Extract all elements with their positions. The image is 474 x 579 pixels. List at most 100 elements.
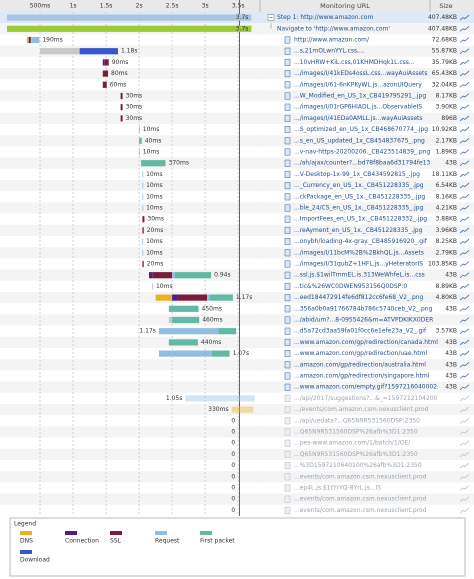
trend-icon bbox=[459, 507, 470, 514]
url-text[interactable]: Step 1: http://www.amazon.com bbox=[277, 14, 373, 21]
row-bg bbox=[0, 348, 474, 360]
duration-label: 30ms bbox=[147, 216, 164, 223]
file-icon bbox=[284, 495, 291, 503]
size-text: 1.89KB bbox=[436, 149, 457, 156]
request-row: 20ms .../images/I/31qubZ+1HFL.js...yHeter… bbox=[142, 260, 470, 268]
url-text[interactable]: ...d5a72cd3aa59fa01f0cc6e1efe23a_V2_.gif bbox=[294, 328, 427, 335]
url-text[interactable]: ...356a0b0a91766784b786c5740ceb_V2_.png bbox=[294, 305, 433, 312]
file-icon bbox=[284, 182, 291, 190]
url-text[interactable]: ...www.amazon.com/gp/redirection/canada.… bbox=[294, 339, 438, 346]
url-text[interactable]: ...s_en_US_updated_1x_CB454837675_.png bbox=[294, 137, 425, 144]
duration-label: 1.18s bbox=[121, 48, 137, 55]
row-bg bbox=[0, 90, 474, 102]
url-text[interactable]: .../abid/um?...8-0955426&m=ATVPDKIKX0DER bbox=[294, 317, 433, 324]
x-tick-label: 1s bbox=[70, 3, 77, 10]
file-icon bbox=[284, 148, 291, 156]
url-text[interactable]: ...ssl.js.$1wilTmmEL.is.313WeWhfeL.is...… bbox=[294, 272, 425, 279]
trend-icon bbox=[459, 350, 470, 357]
url-text[interactable]: .../api/uedata?...Q65N9R531560DSP:2350 bbox=[294, 417, 420, 424]
url-text[interactable]: .../images/I/61-6nKPKyWL.js...azonUIQuer… bbox=[294, 81, 422, 88]
request-row: 60ms .../images/I/61-6nKPKyWL.js...azonUI… bbox=[102, 81, 470, 88]
url-text[interactable]: ...W_Modified_en_US_1x_CB419795291_.jpg bbox=[294, 93, 426, 100]
trend-icon bbox=[459, 496, 470, 503]
url-text[interactable]: .../images/I/11bcM%2B%2BkhQL.js...Assets bbox=[294, 249, 424, 256]
duration-label: 330ms bbox=[208, 406, 228, 413]
url-text[interactable]: ...Q65N9R531560DSP%26afb%3D1:2350 bbox=[294, 429, 418, 436]
header-bar bbox=[0, 0, 474, 12]
url-text[interactable]: .../images/I/31qubZ+1HFL.js...yHeterator… bbox=[294, 261, 423, 268]
url-text[interactable]: ...S_optimized_en_US_1x_CB468670774_.jpg bbox=[294, 126, 428, 133]
url-text[interactable]: ...pes-www.amazon.com/1/batch/1/OE/ bbox=[294, 440, 411, 447]
trend-icon bbox=[459, 137, 470, 144]
timing-segment bbox=[142, 182, 144, 189]
url-text[interactable]: http://www.amazon.com/ bbox=[294, 37, 370, 44]
url-text[interactable]: ...www.amazon.com/gp/redirection/uae.htm… bbox=[294, 350, 427, 357]
size-text: 10.92KB bbox=[432, 126, 457, 133]
timing-segment bbox=[40, 48, 80, 55]
size-text: 65.43KB bbox=[432, 70, 457, 77]
row-bg bbox=[0, 124, 474, 136]
trend-icon bbox=[459, 149, 470, 155]
row-bg bbox=[0, 471, 474, 483]
file-icon bbox=[284, 506, 291, 514]
duration-label: 10ms bbox=[146, 182, 163, 189]
request-row: 0 ...events/com.amazon.csm.nexusclient.pr… bbox=[231, 473, 470, 481]
size-text: 407.48KB bbox=[428, 14, 457, 21]
duration-label: 3.7s bbox=[236, 14, 249, 21]
timing-segment bbox=[155, 294, 173, 301]
url-text[interactable]: ...eed184472914fe6df812cc6fe68_V2_.png bbox=[294, 294, 424, 301]
url-text[interactable]: ..._Currency_en_US_1x._CB451228335_.jpg bbox=[294, 182, 424, 189]
file-icon bbox=[284, 428, 291, 436]
file-icon bbox=[284, 462, 291, 470]
url-text[interactable]: .../images/I/41EDa0AMLL.js...wayAuiAsset… bbox=[294, 115, 423, 122]
url-text[interactable]: ...10vHRW+KiL.css,01KHMDHqk1L.css... bbox=[294, 59, 415, 66]
url-text[interactable]: ...amazon.com/gp/redirection/singapore.h… bbox=[294, 373, 430, 380]
url-text[interactable]: ...www.amazon.com/empty.gif?159721604000… bbox=[294, 384, 437, 391]
timing-segment bbox=[139, 126, 140, 133]
step-bar bbox=[7, 14, 252, 21]
url-text[interactable]: ...amazon.com/gp/redirection/australia.h… bbox=[294, 361, 426, 368]
url-text[interactable]: ...s,21mOLwnYYL.css,... bbox=[294, 48, 365, 55]
url-text[interactable]: ...events/com.amazon.csm.nexusclient.pro… bbox=[294, 496, 427, 503]
row-bg bbox=[0, 437, 474, 449]
url-text[interactable]: ...reAyment_en_US_1x._CB451228335_.jpg bbox=[294, 227, 423, 234]
size-text: 43B bbox=[445, 373, 457, 380]
url-text[interactable]: ...ep4L.js.$1tYrYQ-8YrL.js...IS bbox=[294, 485, 381, 492]
row-bg bbox=[0, 504, 474, 516]
duration-label: 80ms bbox=[111, 70, 128, 77]
url-text[interactable]: .../images/I/41kEDs4ossL.css...wayAuiAss… bbox=[294, 70, 428, 77]
url-text[interactable]: ...%3D1597210640100%26afb%3D1:2350 bbox=[294, 462, 422, 469]
duration-label: 1.05s bbox=[166, 395, 183, 402]
timing-segment bbox=[142, 171, 144, 178]
url-text[interactable]: ...events/com.amazon.csm.nexusclient.pro… bbox=[294, 507, 427, 514]
url-text[interactable]: ...events/com.amazon.csm.nexusclient.pro… bbox=[294, 473, 427, 480]
url-text[interactable]: ...onybh/loading-4x-gray._CB485916920_.g… bbox=[294, 238, 428, 245]
trend-icon bbox=[459, 182, 470, 189]
request-row: 450ms ...356a0b0a91766784b786c5740ceb_V2_… bbox=[168, 305, 470, 313]
url-text[interactable]: Navigate to 'http://www.amazon.com' bbox=[277, 25, 390, 32]
url-text[interactable]: ...ckPackage_en_US_1x._CB451228335_.jpg bbox=[294, 193, 425, 200]
duration-label: 460ms bbox=[202, 317, 222, 324]
url-text[interactable]: ...ImportFees_en_US_1x._CB451228332_.jpg bbox=[294, 216, 427, 223]
duration-label: 10ms bbox=[146, 238, 163, 245]
row-bg bbox=[0, 448, 474, 460]
url-text[interactable]: ...V-Desktop-1x-99_1x_CB434592815_.jpg bbox=[294, 171, 420, 178]
url-text[interactable]: .../events/com.amazon.csm.nexusclient.pr… bbox=[294, 406, 429, 413]
row-bg bbox=[0, 482, 474, 494]
url-text[interactable]: ...Q65N9R531560DSP%26afb%3D1:2350 bbox=[294, 451, 418, 458]
timing-segment bbox=[139, 137, 142, 144]
trend-icon bbox=[459, 249, 470, 256]
size-text: 3.57KB bbox=[436, 328, 457, 335]
url-text[interactable]: ...tic&%26WC0DWEN953156Q0DSP:0 bbox=[294, 283, 407, 290]
row-bg bbox=[0, 112, 474, 124]
legend-swatch bbox=[20, 550, 32, 554]
url-text[interactable]: .../ah/ajax/counter?...bd78f8baa6d31794f… bbox=[294, 160, 431, 167]
request-row: 370ms .../ah/ajax/counter?...bd78f8baa6d3… bbox=[141, 160, 470, 167]
url-text[interactable]: .../images/I/01rGP6HIADL.js...Observable… bbox=[294, 104, 422, 111]
duration-label: 0 bbox=[231, 485, 235, 492]
url-text[interactable]: ...v-nav-https-20200206._CB423514839_.pn… bbox=[294, 149, 431, 156]
url-text[interactable]: ...ble_24/CS_en_US_1x._CB451228335_.jpg bbox=[294, 205, 424, 212]
file-icon bbox=[284, 226, 291, 234]
url-text[interactable]: .../api/2017/suggestions?...&_=159721210… bbox=[294, 395, 438, 402]
size-text: 8.89KB bbox=[436, 283, 457, 290]
